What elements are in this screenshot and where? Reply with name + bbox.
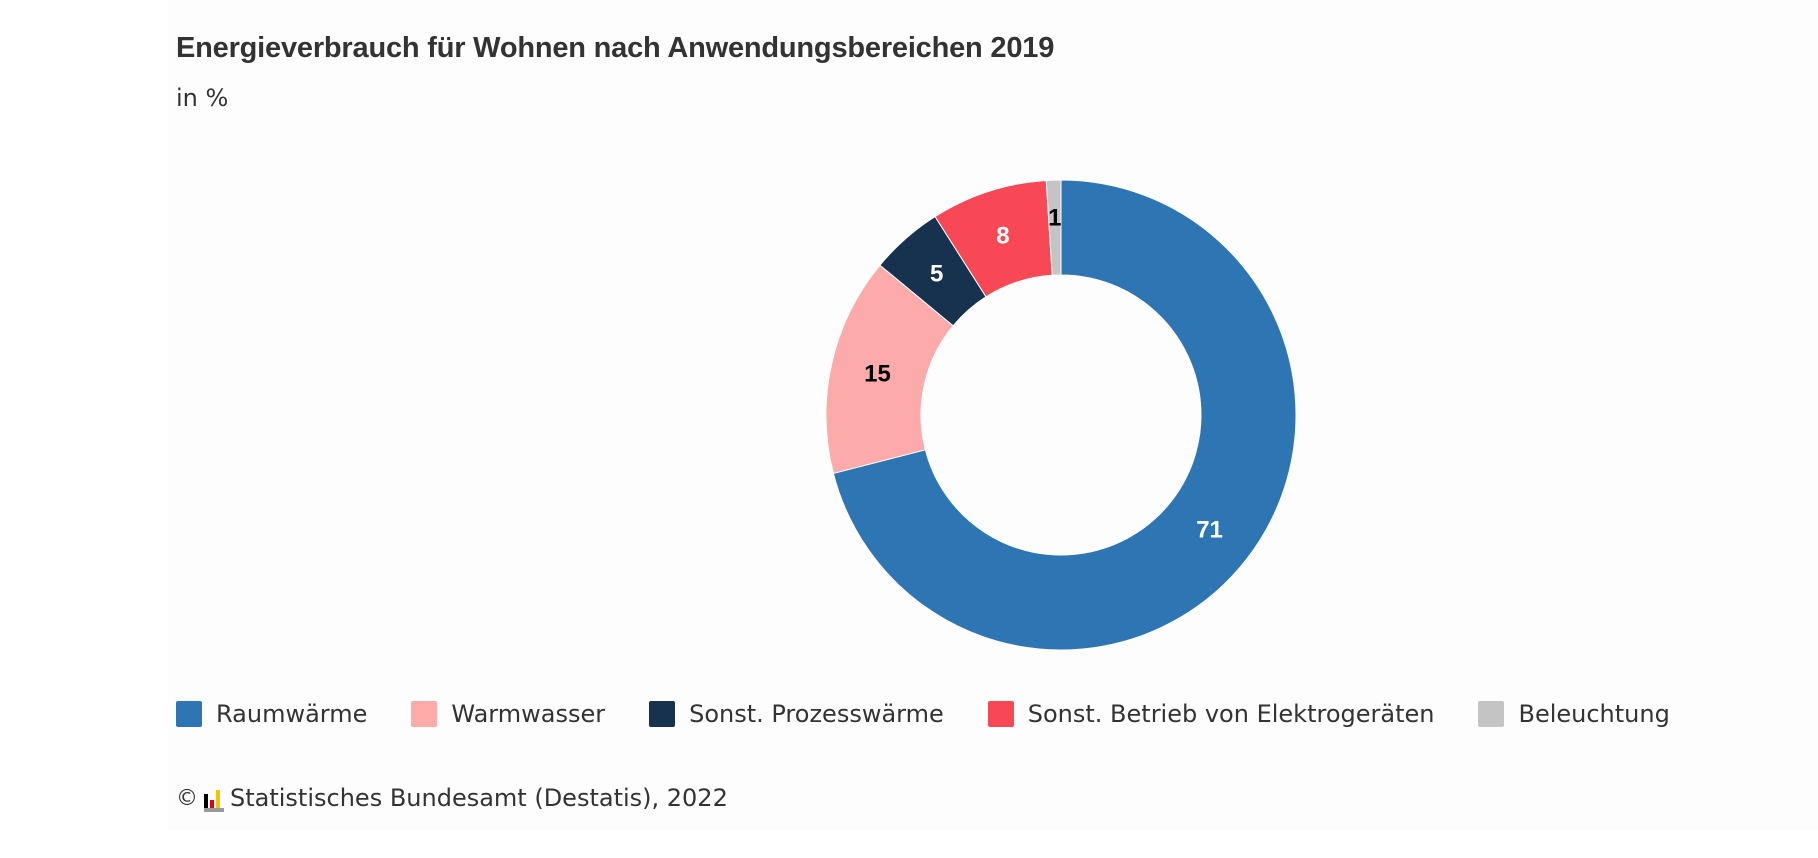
- data-label-1: 71: [1196, 517, 1223, 544]
- legend-swatch: [1478, 701, 1505, 727]
- legend-swatch: [411, 701, 438, 727]
- legend-label: Beleuchtung: [1518, 700, 1670, 728]
- donut-slices: [825, 179, 1297, 651]
- source-credit: © Statistisches Bundesamt (Destatis), 20…: [176, 784, 728, 812]
- legend-label: Raumwärme: [216, 700, 368, 728]
- source-text[interactable]: Statistisches Bundesamt (Destatis), 2022: [230, 784, 728, 812]
- donut-slice-1[interactable]: [832, 179, 1297, 651]
- legend-item-prozesswaerme[interactable]: Sonst. Prozesswärme: [649, 700, 944, 728]
- legend-label: Sonst. Prozesswärme: [689, 700, 944, 728]
- legend-label: Sonst. Betrieb von Elektrogeräten: [1027, 700, 1435, 728]
- legend-swatch: [987, 701, 1014, 727]
- chart-legend: Raumwärme Warmwasser Sonst. Prozesswärme…: [176, 700, 1714, 728]
- copyright-symbol: ©: [176, 785, 198, 811]
- chart-title: Energieverbrauch für Wohnen nach Anwendu…: [176, 32, 1055, 64]
- data-label-2: 15: [864, 360, 891, 387]
- data-label-4: 8: [996, 223, 1009, 250]
- chart-background: [168, 0, 1818, 830]
- legend-label: Warmwasser: [451, 700, 606, 728]
- destatis-logo-icon: [204, 788, 224, 812]
- data-label-3: 5: [930, 260, 943, 287]
- legend-swatch: [176, 701, 202, 727]
- chart-subtitle: in %: [176, 84, 229, 112]
- donut-slice-5[interactable]: [1045, 179, 1062, 276]
- legend-item-warmwasser[interactable]: Warmwasser: [411, 700, 605, 728]
- legend-item-raumwaerme[interactable]: Raumwärme: [176, 700, 367, 728]
- legend-item-elektrogeraete[interactable]: Sonst. Betrieb von Elektrogeräten: [987, 700, 1435, 728]
- legend-item-beleuchtung[interactable]: Beleuchtung: [1478, 700, 1670, 728]
- legend-swatch: [649, 701, 676, 727]
- donut-data-labels: 71 15 5 8 1: [864, 205, 1223, 544]
- data-label-5: 1: [1048, 205, 1061, 232]
